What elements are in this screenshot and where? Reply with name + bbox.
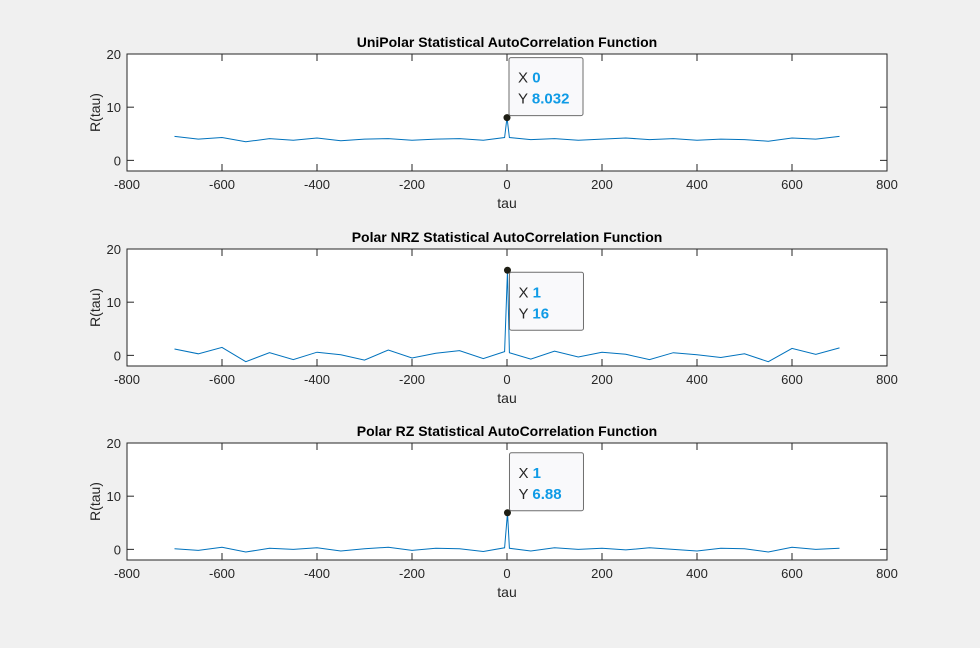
x-tick-label: -400 — [304, 372, 330, 387]
x-tick-label: 800 — [876, 372, 898, 387]
plot-area — [126, 248, 888, 367]
x-tick-label: -600 — [209, 566, 235, 581]
x-tick-label: 200 — [591, 566, 613, 581]
y-tick-label: 0 — [114, 348, 121, 363]
datatip-box — [508, 57, 584, 117]
chart-title: Polar RZ Statistical AutoCorrelation Fun… — [357, 423, 658, 439]
x-tick-label: 400 — [686, 566, 708, 581]
datatip-y-row: Y 6.88 — [518, 486, 561, 503]
y-tick-label: 20 — [107, 436, 121, 451]
datatip-x-row: X 1 — [518, 465, 541, 482]
datatip-marker — [503, 266, 511, 274]
datatip-marker — [503, 114, 511, 122]
x-tick-label: 600 — [781, 177, 803, 192]
x-tick-label: -400 — [304, 177, 330, 192]
datatip-y-row: Y 8.032 — [518, 91, 569, 108]
x-axis-label: tau — [497, 584, 516, 600]
datatip-box — [508, 271, 584, 331]
x-tick-label: 0 — [503, 372, 510, 387]
x-axis-label: tau — [497, 390, 516, 406]
y-tick-label: 0 — [114, 542, 121, 557]
datatip-marker — [503, 509, 511, 517]
y-tick-label: 20 — [107, 47, 121, 62]
y-tick-label: 10 — [107, 295, 121, 310]
y-axis-label: R(tau) — [87, 482, 103, 521]
subplot-1: UniPolar Statistical AutoCorrelation Fun… — [87, 34, 898, 211]
datatip-x-row: X 1 — [518, 284, 541, 301]
datatip-box — [508, 452, 584, 512]
plot-area — [126, 442, 888, 561]
datatip-y-row: Y 16 — [518, 305, 549, 322]
x-tick-label: 400 — [686, 372, 708, 387]
y-axis-label: R(tau) — [87, 288, 103, 327]
x-tick-label: 800 — [876, 566, 898, 581]
x-tick-label: -800 — [114, 177, 140, 192]
x-tick-label: -600 — [209, 177, 235, 192]
subplot-2: Polar NRZ Statistical AutoCorrelation Fu… — [87, 229, 898, 406]
plot-area — [126, 53, 888, 172]
x-tick-label: 0 — [503, 177, 510, 192]
x-tick-label: 200 — [591, 177, 613, 192]
x-tick-label: -200 — [399, 372, 425, 387]
y-tick-label: 0 — [114, 153, 121, 168]
x-tick-label: 400 — [686, 177, 708, 192]
x-tick-label: -200 — [399, 177, 425, 192]
x-tick-label: -800 — [114, 372, 140, 387]
x-tick-label: -800 — [114, 566, 140, 581]
x-tick-label: -600 — [209, 372, 235, 387]
chart-title: Polar NRZ Statistical AutoCorrelation Fu… — [352, 229, 663, 245]
y-tick-label: 10 — [107, 100, 121, 115]
x-tick-label: 200 — [591, 372, 613, 387]
x-tick-label: -400 — [304, 566, 330, 581]
x-tick-label: 600 — [781, 566, 803, 581]
x-tick-label: -200 — [399, 566, 425, 581]
x-axis-label: tau — [497, 195, 516, 211]
x-tick-label: 800 — [876, 177, 898, 192]
y-axis-label: R(tau) — [87, 93, 103, 132]
datatip-x-row: X 0 — [518, 70, 541, 87]
y-tick-label: 10 — [107, 489, 121, 504]
subplot-3: Polar RZ Statistical AutoCorrelation Fun… — [87, 423, 898, 600]
chart-title: UniPolar Statistical AutoCorrelation Fun… — [357, 34, 658, 50]
x-tick-label: 600 — [781, 372, 803, 387]
y-tick-label: 20 — [107, 242, 121, 257]
x-tick-label: 0 — [503, 566, 510, 581]
